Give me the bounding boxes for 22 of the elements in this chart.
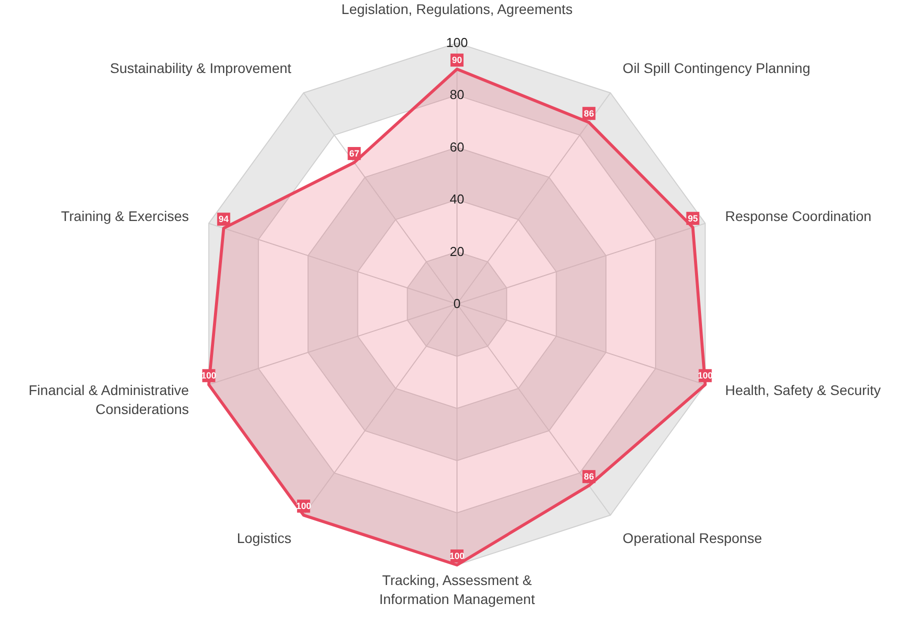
y-tick-label: 20 [450, 244, 464, 259]
y-tick-label: 60 [450, 139, 464, 154]
data-label: 90 [452, 55, 462, 66]
spoke-label: Training & Exercises [61, 208, 189, 224]
y-tick-label: 100 [446, 35, 468, 50]
data-label: 86 [584, 108, 594, 118]
spoke-label: Response Coordination [725, 208, 872, 224]
spoke-label: Operational Response [622, 530, 762, 546]
spoke-label: Financial & Administrative Considerations [28, 382, 190, 418]
spoke-label: Tracking, Assessment & Information Management [379, 572, 535, 608]
y-tick-label: 0 [453, 296, 461, 311]
spoke-label: Oil Spill Contingency Planning [622, 60, 810, 76]
spoke-label: Sustainability & Improvement [110, 60, 292, 76]
y-tick-label: 40 [450, 192, 464, 207]
y-tick-label: 80 [450, 87, 464, 102]
spoke-label: Health, Safety & Security [725, 382, 881, 398]
data-label: 95 [688, 213, 698, 224]
spoke-label: Legislation, Regulations, Agreements [341, 0, 573, 17]
data-label: 67 [349, 148, 360, 159]
spoke-label: Logistics [236, 530, 292, 546]
data-label: 94 [218, 214, 229, 224]
data-label: 86 [584, 472, 594, 482]
